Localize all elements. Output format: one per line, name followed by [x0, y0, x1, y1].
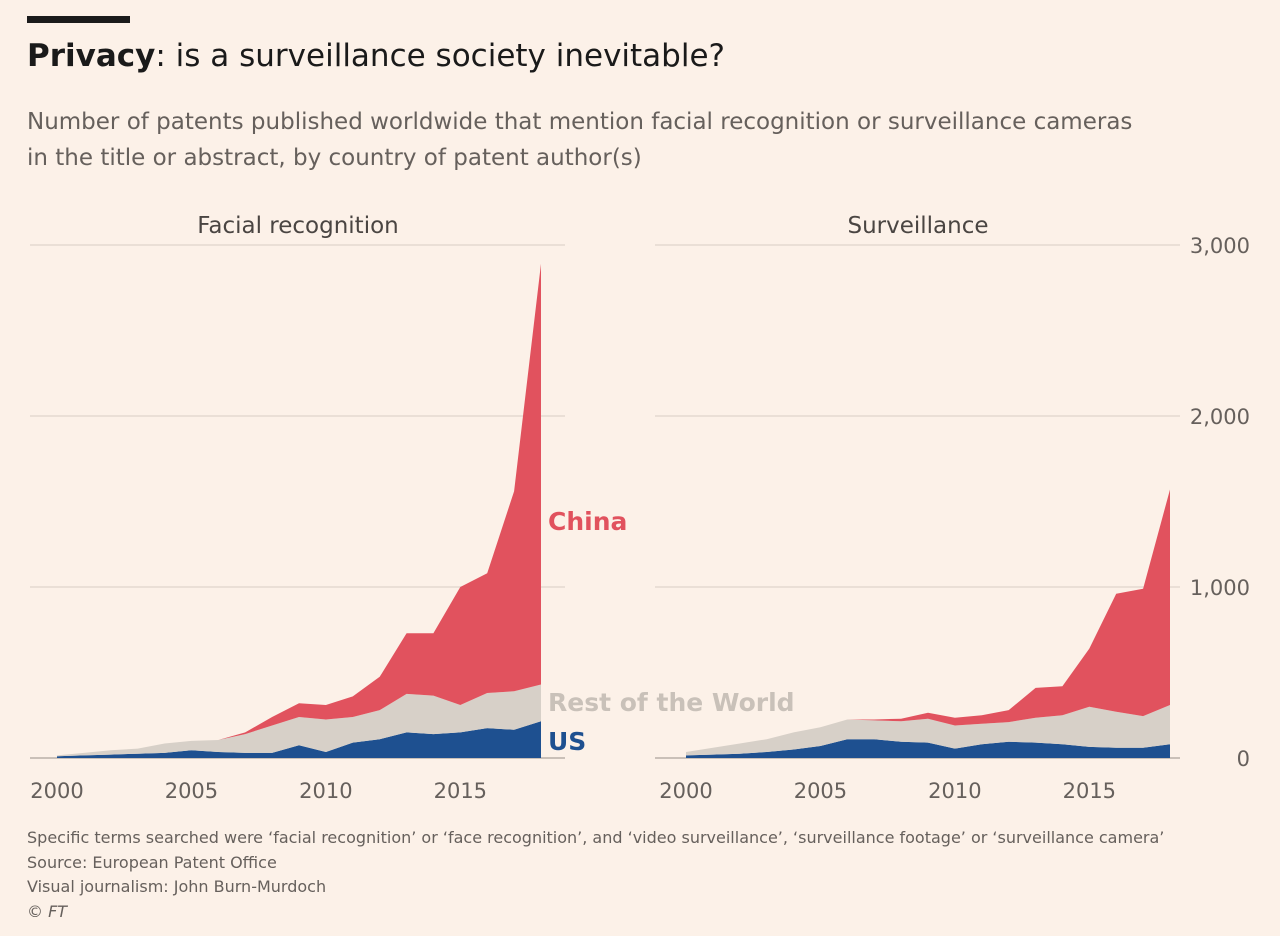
- x-tick-label: 2005: [794, 779, 847, 803]
- chart-title: Privacy: is a surveillance society inevi…: [27, 38, 725, 74]
- subtitle-line-1: Number of patents published worldwide th…: [27, 109, 1133, 135]
- y-tick-label: 3,000: [1190, 234, 1250, 258]
- patents-chart: 0 1,000 2,000 3,000 Facial recognition 2000 20…: [30, 213, 1250, 803]
- y-tick-label: 0: [1237, 747, 1250, 771]
- x-tick-label: 2015: [1063, 779, 1116, 803]
- footer-credit: Visual journalism: John Burn-Murdoch: [27, 877, 327, 896]
- title-rest: : is a surveillance society inevitable?: [155, 38, 725, 74]
- ft-top-rule: [27, 16, 130, 23]
- y-tick-label: 2,000: [1190, 405, 1250, 429]
- x-tick-label: 2010: [299, 779, 352, 803]
- footer-note: Specific terms searched were ‘facial rec…: [27, 828, 1165, 847]
- label-china: China: [548, 507, 627, 536]
- area-china-panel-1: [57, 263, 541, 756]
- x-tick-label: 2000: [659, 779, 712, 803]
- y-tick-label: 1,000: [1190, 576, 1250, 600]
- label-rest-of-world: Rest of the World: [548, 688, 795, 717]
- title-bold: Privacy: [27, 38, 156, 74]
- chart-subtitle: Number of patents published worldwide th…: [27, 104, 1227, 176]
- footer-copyright: © FT: [27, 901, 68, 921]
- panel-title: Surveillance: [847, 213, 988, 239]
- x-tick-label: 2010: [928, 779, 981, 803]
- label-us: US: [548, 727, 586, 756]
- footer-source: Source: European Patent Office: [27, 852, 277, 872]
- x-tick-label: 2005: [165, 779, 218, 803]
- area-us-panel-2: [686, 739, 1170, 758]
- area-us-panel-1: [57, 721, 541, 758]
- area-rest-of-the-world-panel-2: [686, 705, 1170, 756]
- x-tick-label: 2015: [434, 779, 487, 803]
- area-rest-of-the-world-panel-1: [57, 684, 541, 757]
- subtitle-line-2: in the title or abstract, by country of …: [27, 145, 642, 171]
- chart-footer: Specific terms searched were ‘facial rec…: [27, 826, 1164, 924]
- x-tick-label: 2000: [30, 779, 83, 803]
- panel-title: Facial recognition: [197, 213, 399, 239]
